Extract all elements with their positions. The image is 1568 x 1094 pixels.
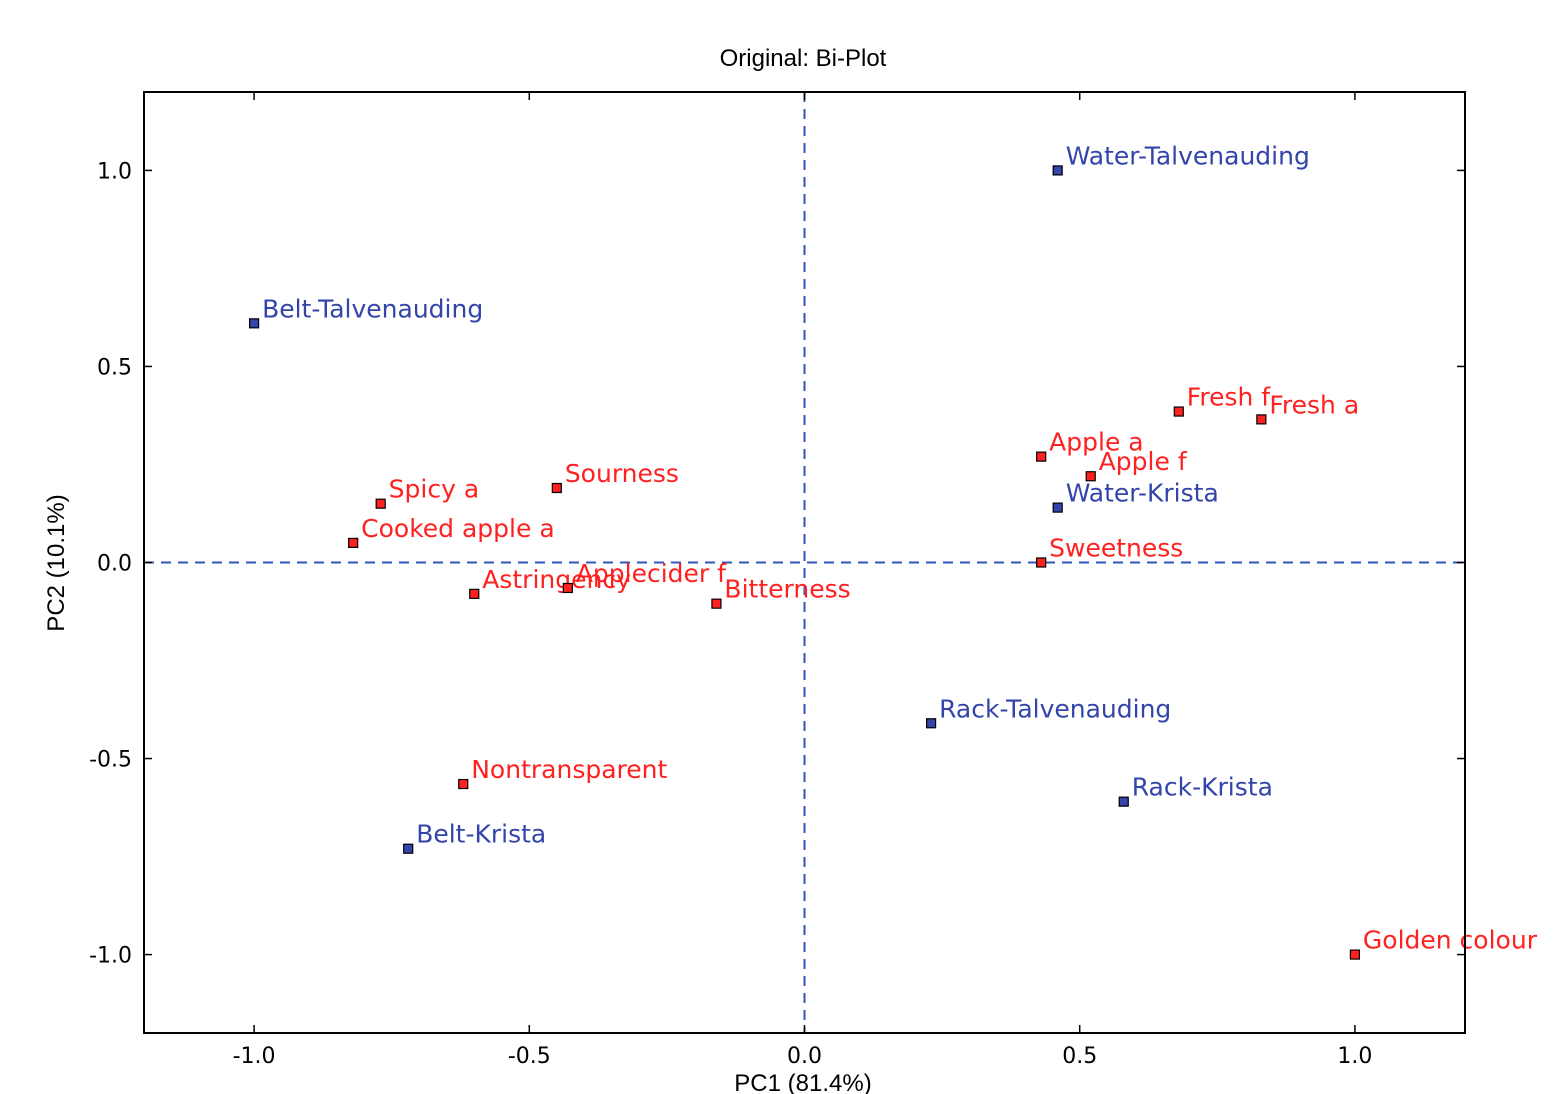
data-point-marker [1052, 502, 1063, 513]
data-point-label: Cooked apple a [361, 514, 554, 543]
data-point-marker [403, 843, 414, 854]
x-tick-label: 1.0 [1337, 1044, 1372, 1069]
data-points: Water-Talvenauding Belt-Talvenauding Water… [248, 141, 1538, 960]
data-point-label: Belt-Krista [416, 820, 546, 849]
data-point-label: Applecider f [576, 559, 727, 588]
data-point-marker [348, 537, 359, 548]
data-point-label: Fresh f [1187, 383, 1271, 412]
data-point-label: Bitterness [724, 575, 850, 604]
data-point-label: Apple f [1099, 447, 1188, 476]
data-point-marker [248, 318, 260, 329]
data-point-label: Apple a [1049, 428, 1143, 457]
y-tick-label: -1.0 [89, 944, 132, 969]
x-tick-label: -1.0 [233, 1044, 276, 1069]
data-point-label: Belt-Talvenauding [262, 294, 483, 323]
data-point-marker [375, 498, 386, 509]
chart-title: Original: Bi-Plot [720, 45, 887, 72]
data-point-marker [458, 778, 469, 790]
data-point-label: Fresh a [1269, 390, 1359, 419]
data-point-label: Nontransparent [471, 755, 667, 784]
data-point-label: Golden colour [1363, 926, 1538, 955]
plot-area-frame [143, 91, 1466, 1034]
x-tick-label: 0.5 [1062, 1044, 1097, 1069]
y-tick-label: 1.0 [97, 159, 132, 184]
y-axis-label: PC2 (10.1%) [43, 494, 70, 631]
x-tick-label: -0.5 [508, 1044, 551, 1069]
y-tick-label: 0.5 [97, 355, 132, 380]
data-point-marker [925, 718, 937, 729]
data-point-label: Water-Krista [1066, 479, 1219, 508]
data-point-label: Water-Talvenauding [1066, 141, 1310, 170]
data-point-label: Astringency [482, 565, 631, 594]
data-point-marker [1036, 451, 1047, 462]
data-point-marker [1118, 796, 1129, 807]
data-point-marker [469, 588, 480, 599]
x-tick-label: 0.0 [787, 1044, 822, 1069]
data-point-label: Sweetness [1049, 534, 1183, 563]
x-axis-label: PC1 (81.4%) [734, 1070, 871, 1094]
data-point-marker [1085, 471, 1096, 482]
axis-ticks: -1.0 -0.5 0.0 0.5 1.0 1.0 0.5 0.0 -0.5 -1.0 [89, 92, 1465, 1069]
y-tick-label: 0.0 [97, 552, 132, 577]
data-point-marker [551, 482, 562, 494]
data-point-label: Spicy a [389, 475, 480, 504]
data-point-marker [711, 598, 722, 609]
data-point-marker [1173, 406, 1184, 417]
data-point-marker [1349, 949, 1361, 960]
data-point-label: Rack-Talvenauding [939, 694, 1171, 723]
data-point-marker [562, 582, 573, 594]
data-point-marker [1052, 165, 1063, 176]
reference-lines [144, 92, 1465, 1033]
data-point-label: Sourness [565, 459, 679, 488]
y-tick-label: -0.5 [89, 748, 132, 773]
data-point-marker [1036, 557, 1047, 568]
data-point-marker [1256, 414, 1267, 425]
data-point-label: Rack-Krista [1132, 773, 1273, 802]
